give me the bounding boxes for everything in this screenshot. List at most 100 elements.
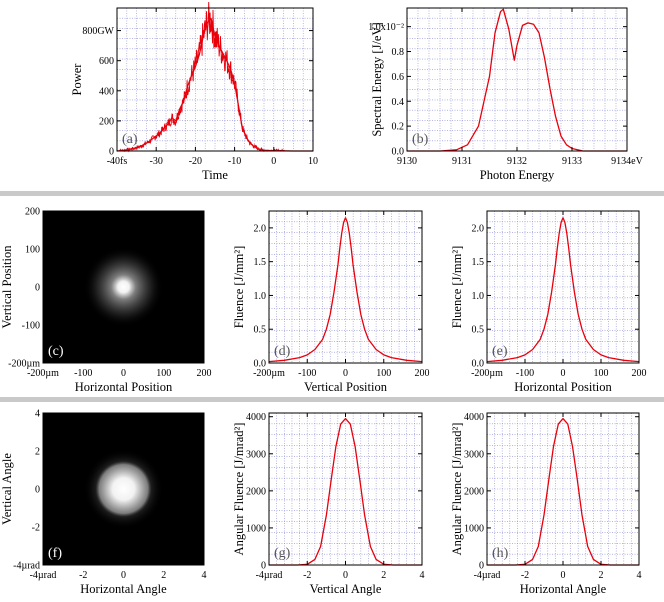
y-axis-label: Spectral Energy [J/eV]: [370, 22, 384, 136]
y-tick-label: 200: [99, 116, 114, 127]
y-tick-label: 1.0: [254, 291, 267, 302]
row-separator-1: [0, 191, 664, 196]
x-tick-label: 100: [156, 368, 171, 379]
y-tick-label: 0.2: [392, 122, 405, 133]
x-axis-label: Vertical Position: [304, 380, 388, 394]
x-axis-label: Horizontal Position: [514, 380, 612, 394]
data-line-noise: [116, 1, 286, 153]
x-tick-label: 0: [561, 368, 566, 379]
grid: [487, 413, 639, 565]
y-tick-label: 0.5: [472, 325, 485, 336]
panel-c: -200µm -100 0 100 200 -200µm -100 0 100 200 Horizo…: [0, 207, 212, 395]
x-tick-label: 0: [343, 570, 348, 581]
x-tick-label: -4µrad: [474, 570, 501, 581]
grid: [487, 211, 639, 363]
data-line-b: [407, 8, 627, 152]
panel-e: -200µm -100 0 100 200 0.0 0.5 1.0 1.5 2.0 Horizont…: [450, 210, 647, 394]
x-tick-label: -40fs: [107, 156, 128, 167]
y-tick-label: 1.5: [254, 257, 267, 268]
y-axis-label: Vertical Angle: [0, 453, 14, 525]
x-tick-label: 200: [415, 368, 430, 379]
y-tick-label: 200: [25, 207, 40, 218]
x-axis-label: Horizontal Angle: [520, 582, 607, 596]
panel-b: 9130 9131 9132 9133 9134eV 0.0 0.2 0.4 0.6 0.8 1.0…: [368, 7, 644, 182]
data-line-g: [269, 417, 422, 566]
y-tick-label: 100: [25, 245, 40, 256]
x-tick-label: 9132: [507, 156, 527, 167]
x-tick-label: 9133: [562, 156, 582, 167]
x-tick-label: -200µm: [471, 368, 503, 379]
x-tick-label: -30: [150, 156, 163, 167]
y-tick-label: 1.0x10⁻²: [368, 22, 404, 33]
y-tick-label: 0: [35, 485, 40, 496]
x-tick-label: -20: [189, 156, 202, 167]
x-tick-label: 9134eV: [611, 156, 643, 167]
data-line-e: [486, 217, 640, 363]
x-tick-label: -4µrad: [256, 570, 283, 581]
beam-spot: [83, 247, 164, 327]
y-tick-label: 400: [99, 86, 114, 97]
x-tick-label: -4µrad: [30, 570, 57, 581]
x-tick-label: 200: [632, 368, 647, 379]
y-tick-label: 4: [35, 409, 40, 420]
x-tick-label: -100: [74, 368, 92, 379]
grid: [407, 8, 627, 151]
y-tick-label: 3000: [246, 449, 266, 460]
panel-label: (e): [492, 344, 508, 359]
x-tick-label: 200: [197, 368, 212, 379]
y-tick-label: 0: [261, 561, 266, 572]
y-tick-label: 2.0: [472, 223, 485, 234]
y-tick-label: 1000: [246, 523, 266, 534]
x-tick-label: 4: [202, 570, 207, 581]
y-tick-label: 3000: [464, 449, 484, 460]
data-line-h: [487, 417, 639, 566]
x-tick-label: -2: [79, 570, 87, 581]
grid: [269, 413, 422, 565]
x-tick-label: -100: [298, 368, 316, 379]
y-tick-label: 1.0: [472, 291, 485, 302]
panel-label: (f): [48, 546, 62, 561]
panel-f: -4µrad -2 0 2 4 -4µrad -2 0 2 4 Horizontal Angle Ve…: [0, 409, 207, 597]
y-axis-label: Fluence [J/mm²]: [232, 246, 246, 329]
x-axis-label: Time: [202, 168, 228, 182]
y-tick-label: 0.6: [392, 72, 405, 83]
panel-label: (c): [48, 344, 64, 359]
x-tick-label: 2: [161, 570, 166, 581]
x-tick-label: -2: [521, 570, 529, 581]
plot-frame: [116, 7, 314, 152]
x-tick-label: 0: [121, 368, 126, 379]
x-tick-label: 9131: [452, 156, 472, 167]
data-line-d: [268, 217, 423, 363]
panel-label: (g): [274, 546, 291, 561]
x-tick-label: 0: [271, 156, 276, 167]
y-tick-label: 2: [35, 447, 40, 458]
y-tick-label: 4000: [246, 412, 266, 423]
y-tick-label: 1.5: [472, 257, 485, 268]
y-tick-label: 1000: [464, 523, 484, 534]
y-tick-label: 0: [109, 147, 114, 158]
y-tick-label: 2.0: [254, 223, 267, 234]
y-axis-label: Power: [70, 63, 84, 96]
y-axis-label: Vertical Position: [0, 245, 14, 329]
panel-h: -4µrad -2 0 2 4 0 1000 2000 3000 4000 Horizontal A…: [450, 412, 642, 596]
x-tick-label: 4: [637, 570, 642, 581]
x-tick-label: -10: [228, 156, 241, 167]
y-tick-label: 0.5: [254, 325, 267, 336]
x-tick-label: 2: [381, 570, 386, 581]
y-axis-label: Angular Fluence [J/mrad²]: [232, 423, 246, 556]
grid: [269, 211, 422, 363]
panel-label: (d): [274, 344, 291, 359]
x-tick-label: -2: [303, 570, 311, 581]
grid: [117, 8, 313, 151]
x-tick-label: 0: [343, 368, 348, 379]
x-tick-label: 100: [376, 368, 391, 379]
x-tick-label: 100: [594, 368, 609, 379]
y-tick-label: -4µrad: [13, 561, 40, 572]
panel-label: (h): [492, 546, 509, 561]
y-tick-label: 800GW: [82, 26, 114, 37]
y-tick-label: 0.0: [472, 359, 485, 370]
x-tick-label: 10: [308, 156, 318, 167]
panel-d: -200µm -100 0 100 200 0.0 0.5 1.0 1.5 2.0 Vertical…: [232, 210, 430, 394]
y-tick-label: -200µm: [8, 359, 40, 370]
